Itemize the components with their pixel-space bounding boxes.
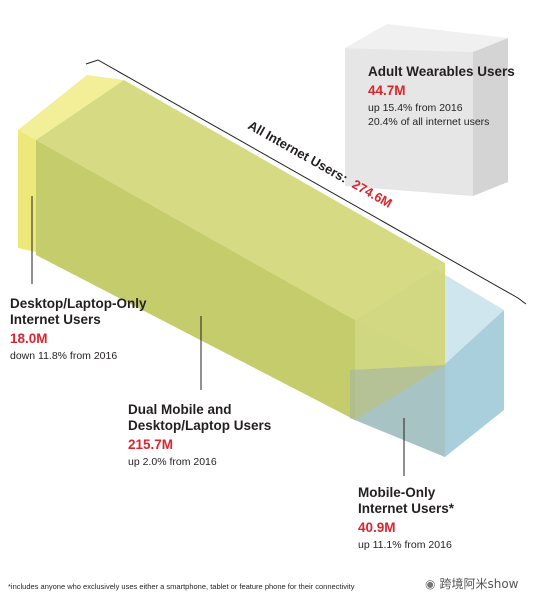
wearables-cube-top — [345, 24, 508, 52]
desktop-only-top — [18, 75, 124, 140]
wearables-change: up 15.4% from 2016 — [368, 102, 463, 114]
dual-change: up 2.0% from 2016 — [128, 456, 217, 468]
wearables-share: 20.4% of all internet users — [368, 116, 490, 128]
wearables-cube-side — [473, 38, 508, 196]
wearables-label: Adult Wearables Users 44.7M up 15.4% fro… — [368, 64, 515, 129]
mobile-only-name-2: Internet Users* — [358, 501, 455, 516]
wearables-value: 44.7M — [368, 83, 406, 98]
watermark-text: 跨境阿米show — [439, 577, 519, 591]
watermark: ◉ 跨境阿米show — [425, 575, 519, 592]
dual-name-1: Dual Mobile and — [128, 402, 232, 417]
dual-value: 215.7M — [128, 437, 174, 452]
desktop-only-name-2: Internet Users — [10, 312, 101, 327]
dual-block — [36, 80, 445, 457]
desktop-only-label: Desktop/Laptop-Only Internet Users 18.0M… — [10, 296, 147, 363]
dual-name-2: Desktop/Laptop Users — [128, 418, 272, 433]
desktop-only-change: down 11.8% from 2016 — [10, 350, 118, 362]
wearables-cube — [345, 24, 508, 196]
overlap-shade — [350, 365, 445, 457]
wechat-icon: ◉ — [425, 576, 436, 591]
desktop-only-name-1: Desktop/Laptop-Only — [10, 296, 147, 311]
desktop-only-front — [18, 130, 36, 252]
desktop-only-value: 18.0M — [10, 331, 48, 346]
mobile-only-name-1: Mobile-Only — [358, 485, 436, 500]
footnote: *includes anyone who exclusively uses ei… — [8, 582, 355, 591]
wearables-cube-front — [345, 48, 473, 196]
dual-label: Dual Mobile and Desktop/Laptop Users 215… — [128, 402, 271, 469]
mobile-only-label: Mobile-Only Internet Users* 40.9M up 11.… — [358, 485, 454, 552]
wearables-name: Adult Wearables Users — [368, 64, 515, 79]
dual-front — [36, 140, 355, 420]
mobile-only-value: 40.9M — [358, 520, 396, 535]
mobile-only-change: up 11.1% from 2016 — [358, 539, 452, 551]
total-bracket — [85, 59, 527, 305]
bracket-line — [85, 59, 527, 305]
mobile-only-side — [445, 310, 504, 457]
dual-top — [36, 80, 445, 320]
